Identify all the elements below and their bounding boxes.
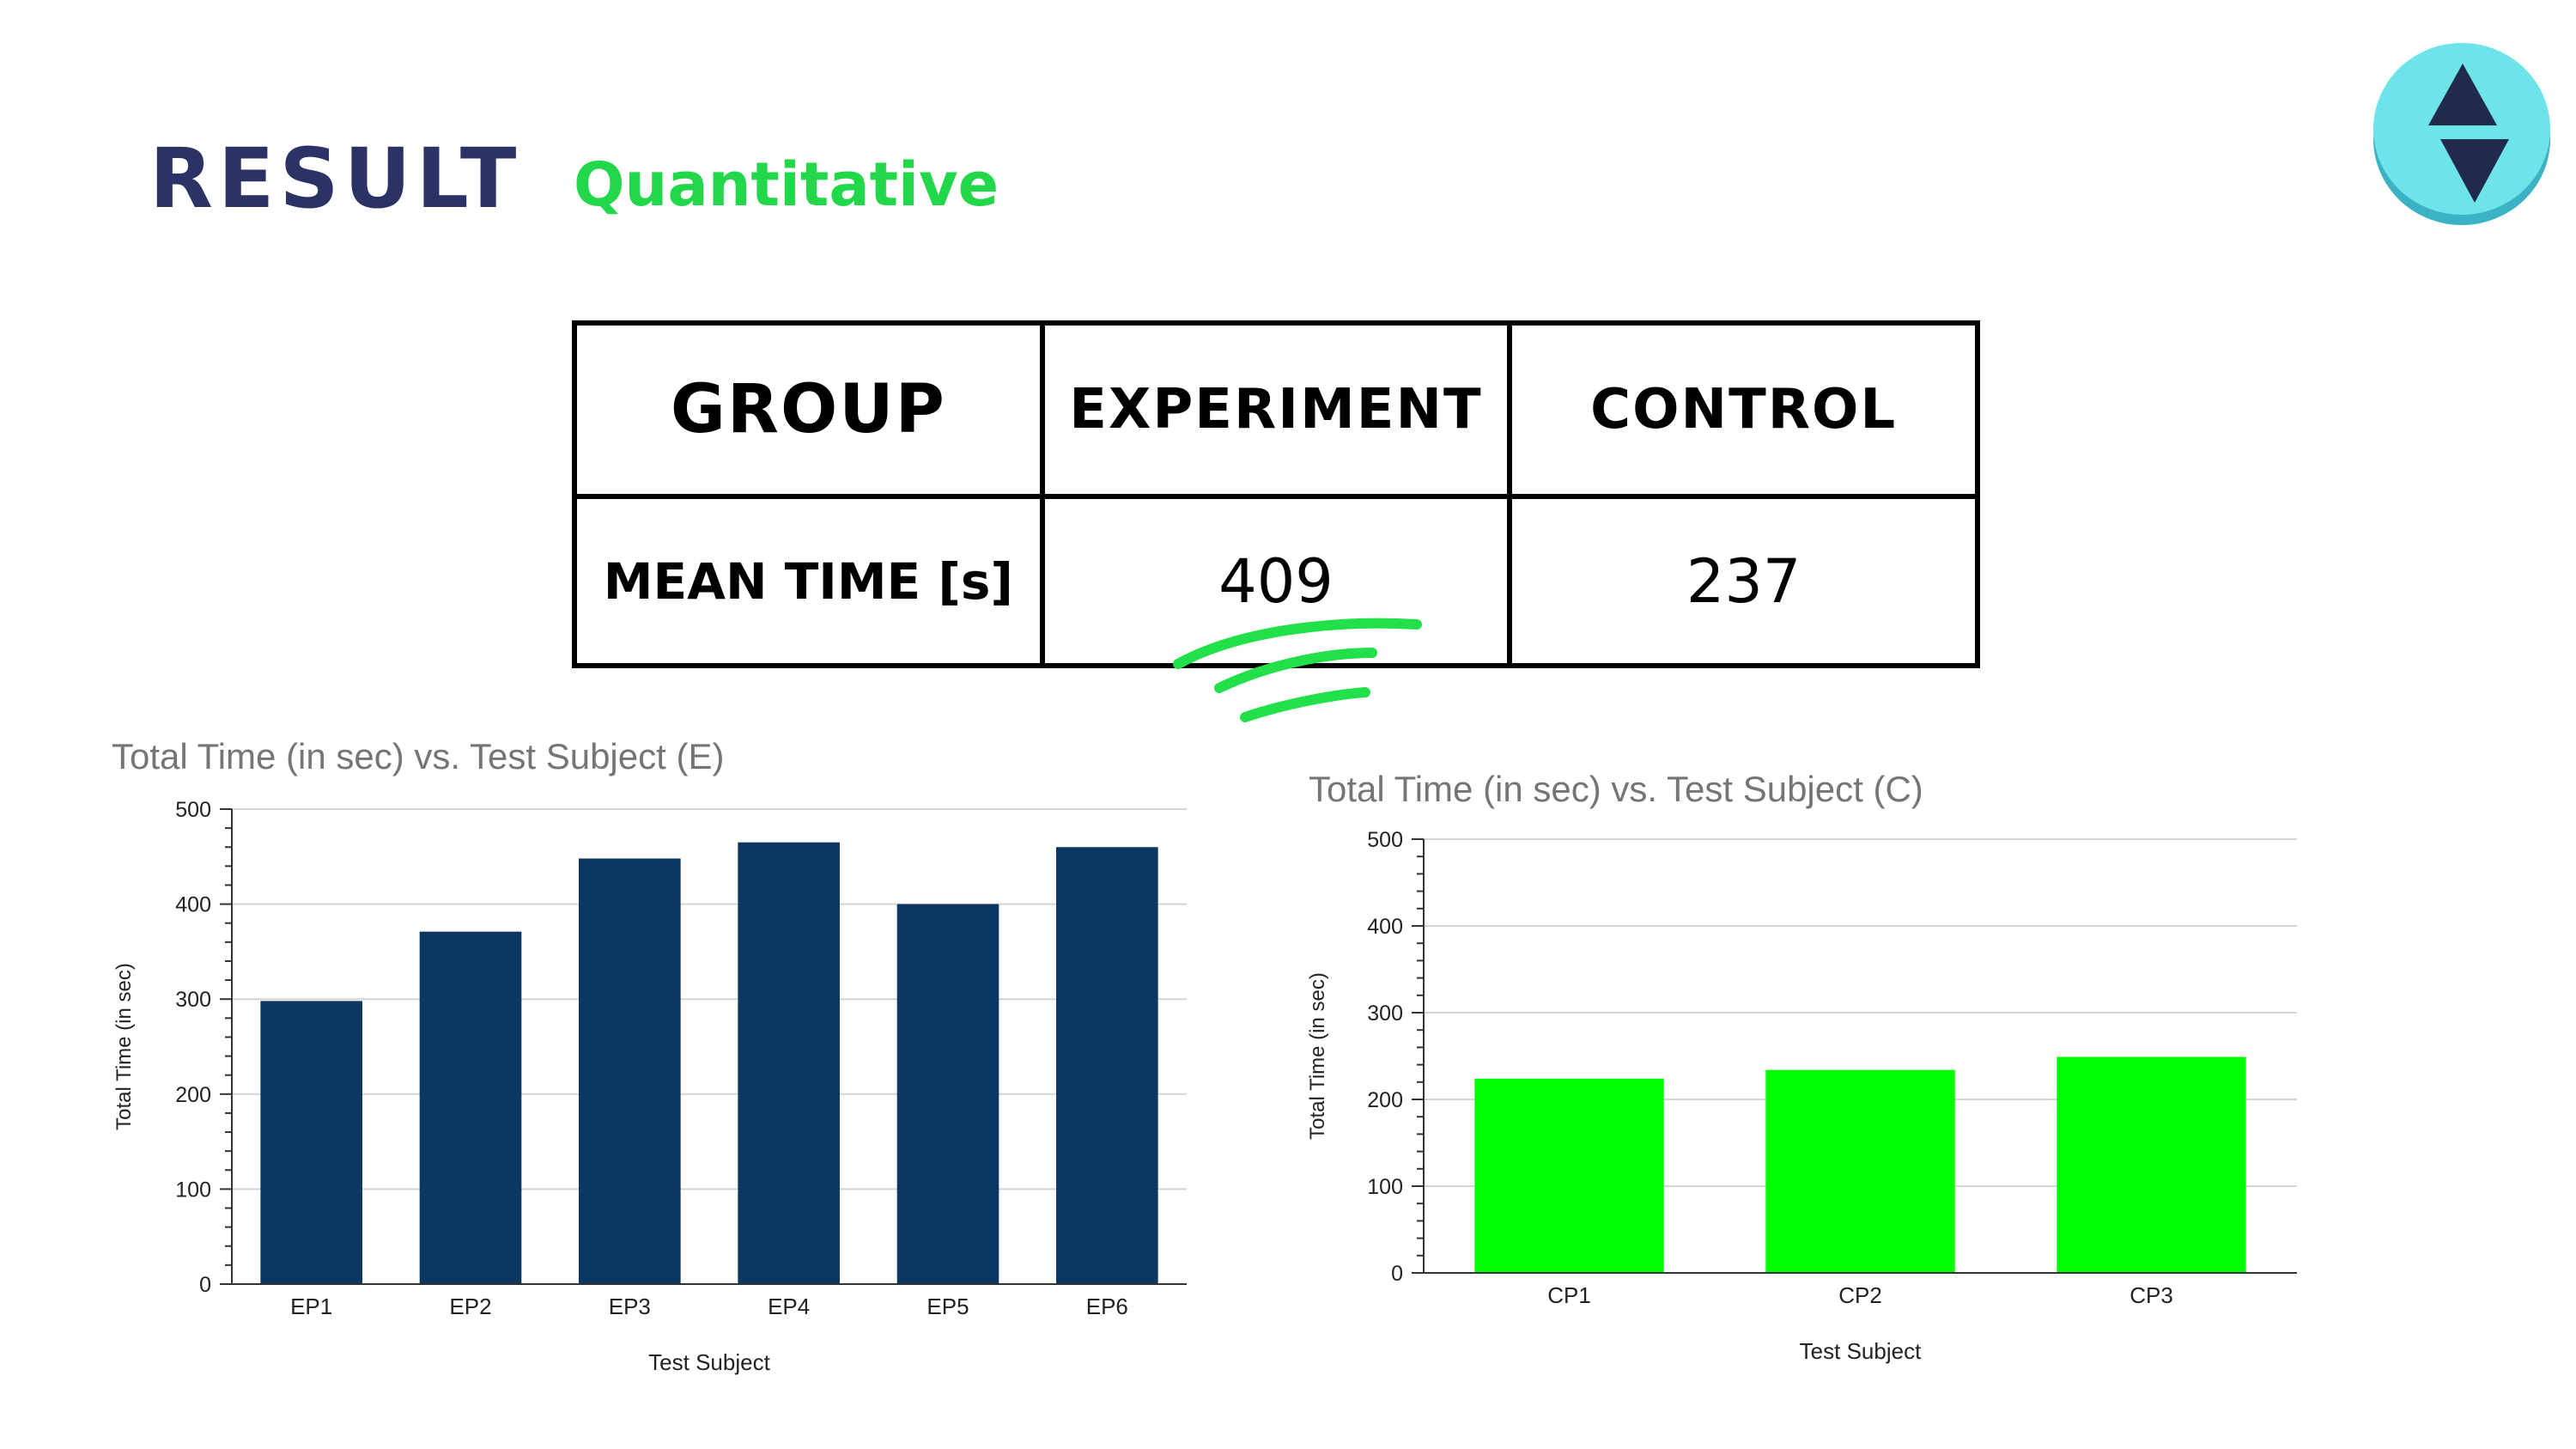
y-tick-label: 200 (175, 1083, 211, 1107)
header-control: CONTROL (1507, 320, 1980, 499)
chart-c-title: Total Time (in sec) vs. Test Subject (C) (1309, 769, 1923, 809)
x-tick-label: EP5 (927, 1294, 969, 1319)
x-tick-label: CP1 (1547, 1282, 1591, 1308)
chart-control: 0 100 200 300 400 500 CP1 CP2 CP3 Test Subject Tot… (1306, 828, 2297, 1364)
y-tick-label: 300 (175, 988, 211, 1012)
bar-ep6 (1056, 847, 1158, 1284)
x-tick-label: EP3 (609, 1294, 651, 1319)
bar-ep5 (896, 904, 999, 1284)
x-tick-label: EP6 (1086, 1294, 1128, 1319)
x-tick-label: EP1 (290, 1294, 332, 1319)
table-header-row: GROUP EXPERIMENT CONTROL (572, 320, 1980, 499)
x-tick-label: EP4 (768, 1294, 810, 1319)
bar-cp3 (2057, 1056, 2246, 1273)
bar-ep1 (260, 1001, 362, 1284)
y-tick-label: 500 (175, 798, 211, 822)
y-axis-label: Total Time (in sec) (1306, 972, 1329, 1140)
y-tick-label: 400 (175, 893, 211, 917)
x-axis-label: Test Subject (648, 1349, 770, 1375)
x-axis-label: Test Subject (1800, 1338, 1922, 1364)
x-tick-label: EP2 (449, 1294, 491, 1319)
y-tick-label: 0 (199, 1273, 211, 1297)
x-tick-label: CP3 (2129, 1282, 2173, 1308)
y-tick-label: 200 (1367, 1088, 1403, 1112)
bar-cp1 (1474, 1078, 1664, 1273)
row-label-mean-time: MEAN TIME [s] (572, 494, 1045, 668)
y-tick-label: 100 (175, 1178, 211, 1202)
y-axis-label: Total Time (in sec) (112, 963, 136, 1130)
table-row-mean-time: MEAN TIME [s] 409 237 (572, 494, 1980, 668)
x-tick-label: CP2 (1838, 1282, 1882, 1308)
y-tick-label: 400 (1367, 915, 1403, 939)
bar-ep3 (579, 858, 681, 1284)
y-tick-label: 0 (1391, 1262, 1403, 1286)
bar-ep4 (738, 842, 840, 1284)
up-down-arrows-icon (2373, 43, 2550, 225)
chart-e-title: Total Time (in sec) vs. Test Subject (E) (112, 736, 725, 776)
value-control: 237 (1507, 494, 1980, 668)
y-tick-label: 300 (1367, 1002, 1403, 1026)
bar-ep2 (419, 931, 522, 1284)
mean-time-table: GROUP EXPERIMENT CONTROL MEAN TIME [s] 4… (572, 320, 1980, 668)
bar-cp2 (1765, 1069, 1955, 1273)
y-tick-label: 500 (1367, 828, 1403, 852)
header-experiment: EXPERIMENT (1039, 320, 1513, 499)
value-experiment: 409 (1039, 494, 1513, 668)
chart-experiment: 0 100 200 300 400 500 EP1 EP2 EP3 EP4 EP5 EP6 Test S… (112, 798, 1187, 1375)
slide-title: RESULT (149, 131, 522, 227)
header-group: GROUP (572, 320, 1045, 499)
y-tick-label: 100 (1367, 1175, 1403, 1199)
slide-subtitle: Quantitative (574, 149, 999, 220)
